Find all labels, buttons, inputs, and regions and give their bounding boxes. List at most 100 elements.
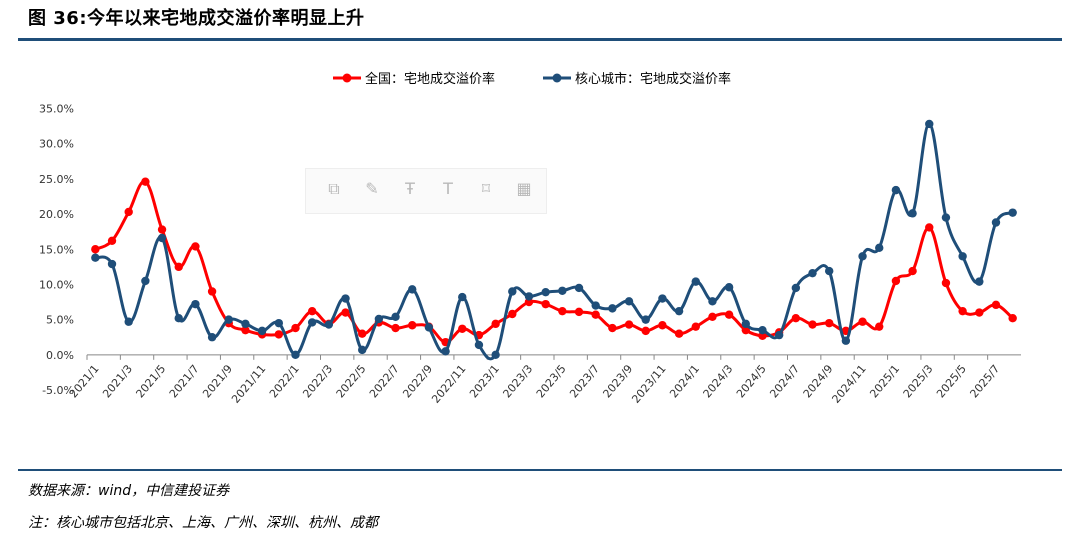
national-data-point <box>1008 314 1017 323</box>
national-data-point <box>174 262 183 272</box>
core-data-point <box>674 306 684 316</box>
core-data-point <box>791 283 801 293</box>
line-chart: -5.0% 0.0% 5.0% 10.0% 15.0% 20.0% 25.0% 30.0% 35… <box>39 71 1021 406</box>
national-data-point <box>858 317 867 326</box>
core-data-point <box>307 318 317 327</box>
national-data-point <box>391 323 400 333</box>
legend-national-marker <box>342 73 352 83</box>
core-data-point <box>341 294 350 303</box>
national-data-point <box>558 306 567 316</box>
national-data-point <box>808 320 817 329</box>
x-tick-label: 2022/3 <box>300 362 335 400</box>
core-data-point <box>558 286 567 295</box>
national-data-point <box>574 307 584 317</box>
core-data-point <box>958 252 967 261</box>
core-data-point <box>875 243 884 253</box>
core-data-point <box>741 319 751 329</box>
national-data-point <box>891 276 901 286</box>
core-data-point <box>541 287 550 297</box>
core-data-point <box>591 301 600 310</box>
core-data-point <box>107 259 117 269</box>
y-tick-label: 10.0% <box>39 278 74 291</box>
x-tick-label: 2022/11 <box>429 362 468 405</box>
core-data-point <box>357 345 367 355</box>
text-serif-icon[interactable]: T <box>443 179 453 198</box>
national-data-point <box>157 225 167 234</box>
national-data-point <box>691 322 700 331</box>
core-data-point <box>91 253 100 262</box>
core-data-point <box>824 266 834 276</box>
core-data-point <box>658 294 667 303</box>
x-tick-label: 2025/5 <box>934 362 969 400</box>
x-tick-label: 2024/5 <box>734 362 769 400</box>
legend-national-label: 全国：宅地成交溢价率 <box>365 71 495 87</box>
y-tick-label: 5.0% <box>46 314 74 327</box>
x-tick-label: 2021/9 <box>200 362 235 400</box>
core-data-point <box>408 285 417 294</box>
national-data-point <box>207 287 217 296</box>
national-data-point <box>357 329 367 338</box>
x-tick-label: 2024/11 <box>830 362 869 405</box>
x-tick-label: 2023/3 <box>500 362 535 400</box>
x-tick-label: 2022/1 <box>267 362 302 400</box>
core-data-point <box>191 299 200 309</box>
x-tick-label: 2023/1 <box>467 362 502 400</box>
x-tick-label: 2023/7 <box>567 362 602 400</box>
core-data-point <box>124 317 133 326</box>
page-title: 图 36:今年以来宅地成交溢价率明显上升 <box>28 8 365 29</box>
floating-toolbar: ⧉ ✎ Ŧ T ⌑ ▦ <box>305 168 547 214</box>
table-icon[interactable]: ▦ <box>516 179 532 198</box>
national-data-point <box>674 329 684 338</box>
national-data-point <box>458 324 467 333</box>
x-tick-label: 2025/3 <box>901 362 936 400</box>
text-icon[interactable]: Ŧ <box>405 179 415 198</box>
y-tick-label: 0.0% <box>46 349 74 362</box>
national-data-point <box>241 325 250 335</box>
y-tick-label: 15.0% <box>39 243 74 256</box>
core-data-point <box>708 297 717 306</box>
core-data-point <box>374 314 384 324</box>
core-data-point <box>424 323 434 332</box>
national-data-point <box>824 318 834 328</box>
core-data-point <box>157 233 167 243</box>
core-data-point <box>224 315 233 324</box>
core-data-point <box>841 336 851 345</box>
core-data-point <box>724 283 734 292</box>
national-data-point <box>925 223 934 232</box>
national-data-point <box>191 242 200 251</box>
national-data-point <box>608 323 617 333</box>
core-data-point <box>891 185 901 195</box>
y-tick-label: -5.0% <box>42 384 74 397</box>
core-data-point <box>257 326 267 336</box>
core-data-point <box>624 297 634 306</box>
national-data-point <box>274 330 284 339</box>
core-data-point <box>524 292 534 301</box>
core-data-point <box>458 292 467 302</box>
x-tick-label: 2023/11 <box>629 362 668 405</box>
national-data-point <box>107 236 117 246</box>
core-data-point <box>174 314 183 323</box>
core-data-point <box>908 209 917 218</box>
core-data-point <box>774 330 784 340</box>
x-tick-label: 2022/9 <box>400 362 435 400</box>
core-data-point <box>941 213 951 222</box>
y-tick-label: 35.0% <box>39 103 74 116</box>
core-data-point <box>508 287 517 296</box>
bookmark-icon[interactable]: ⌑ <box>481 179 491 198</box>
x-tick-label: 2022/7 <box>367 362 402 400</box>
x-tick-label: 2025/7 <box>967 362 1002 400</box>
x-tick-label: 2021/7 <box>167 362 202 400</box>
national-data-point <box>958 306 967 316</box>
x-tick-label: 2021/3 <box>100 362 135 400</box>
core-data-point <box>758 325 767 335</box>
core-data-point <box>274 318 284 328</box>
national-data-point <box>408 321 417 330</box>
core-data-point <box>991 218 1001 227</box>
copy-icon[interactable]: ⧉ <box>328 179 340 198</box>
edit-icon[interactable]: ✎ <box>365 179 379 198</box>
footer-divider <box>18 469 1062 471</box>
x-tick-label: 2024/3 <box>701 362 736 400</box>
x-tick-label: 2025/1 <box>867 362 902 400</box>
national-data-point <box>641 326 650 336</box>
x-tick-label: 2021/1 <box>67 362 102 400</box>
